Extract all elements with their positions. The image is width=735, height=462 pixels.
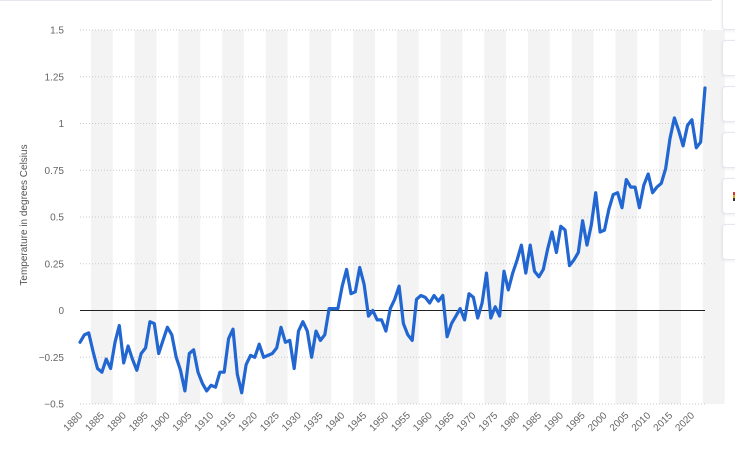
side-button-6[interactable] [722, 224, 735, 260]
y-tick-label: −0.5 [44, 400, 64, 411]
temperature-series-line[interactable] [78, 86, 707, 395]
x-tick-label: 1995 [564, 410, 588, 434]
y-axis-label: Temperature in degrees Celsius [19, 144, 30, 285]
x-tick-label: 1925 [258, 410, 282, 434]
x-tick-label: 1955 [389, 410, 413, 434]
x-axis-tick-labels: 1880188518901895190019051910191519201925… [62, 410, 698, 434]
x-tick-label: 1980 [499, 410, 523, 434]
x-tick-label: 1950 [368, 410, 392, 434]
y-tick-label: 1.25 [45, 72, 65, 83]
y-tick-label: 0.5 [50, 213, 64, 224]
x-tick-label: 1885 [83, 410, 107, 434]
y-tick-label: 0 [58, 306, 64, 317]
side-button-4[interactable] [722, 132, 735, 168]
x-tick-label: 1935 [302, 410, 326, 434]
x-tick-label: 1915 [215, 410, 239, 434]
horizontal-gridlines [80, 29, 705, 405]
y-tick-label: 1.5 [50, 26, 64, 37]
year-band [702, 30, 725, 404]
x-tick-label: 2005 [608, 410, 632, 434]
x-tick-label: 1945 [346, 410, 370, 434]
x-tick-label: 1965 [433, 410, 457, 434]
x-tick-label: 1890 [105, 410, 129, 434]
side-button-3[interactable] [722, 86, 735, 122]
x-tick-label: 1880 [62, 410, 86, 434]
y-tick-label: −0.25 [39, 353, 65, 364]
x-tick-label: 1930 [280, 410, 304, 434]
x-tick-label: 2010 [630, 410, 654, 434]
x-tick-label: 2020 [673, 410, 697, 434]
x-tick-label: 1910 [193, 410, 217, 434]
y-axis-tick-labels: 1.5 1.25 1 0.75 0.5 0.25 0 −0.25 −0.5 [39, 26, 65, 411]
x-tick-label: 1960 [411, 410, 435, 434]
x-tick-label: 1975 [477, 410, 501, 434]
side-button-1[interactable] [722, 0, 735, 30]
x-tick-label: 1905 [171, 410, 195, 434]
x-tick-label: 1970 [455, 410, 479, 434]
x-tick-label: 1990 [542, 410, 566, 434]
year-band [178, 30, 201, 404]
y-tick-label: 0.75 [45, 166, 65, 177]
y-tick-label: 1 [58, 119, 64, 130]
top-border [0, 0, 712, 1]
year-band [527, 30, 550, 404]
side-toolbar [722, 0, 735, 270]
year-band [484, 30, 507, 404]
x-tick-label: 1920 [236, 410, 260, 434]
x-tick-label: 2000 [586, 410, 610, 434]
flag-icon [733, 192, 735, 201]
year-band [222, 30, 244, 404]
side-button-2[interactable] [722, 40, 735, 76]
x-tick-label: 1985 [521, 410, 545, 434]
x-tick-label: 2015 [652, 410, 676, 434]
y-tick-label: 0.25 [45, 259, 65, 270]
side-button-language[interactable] [722, 178, 735, 214]
x-tick-label: 1895 [127, 410, 151, 434]
x-tick-label: 1940 [324, 410, 348, 434]
x-tick-label: 1900 [149, 410, 173, 434]
